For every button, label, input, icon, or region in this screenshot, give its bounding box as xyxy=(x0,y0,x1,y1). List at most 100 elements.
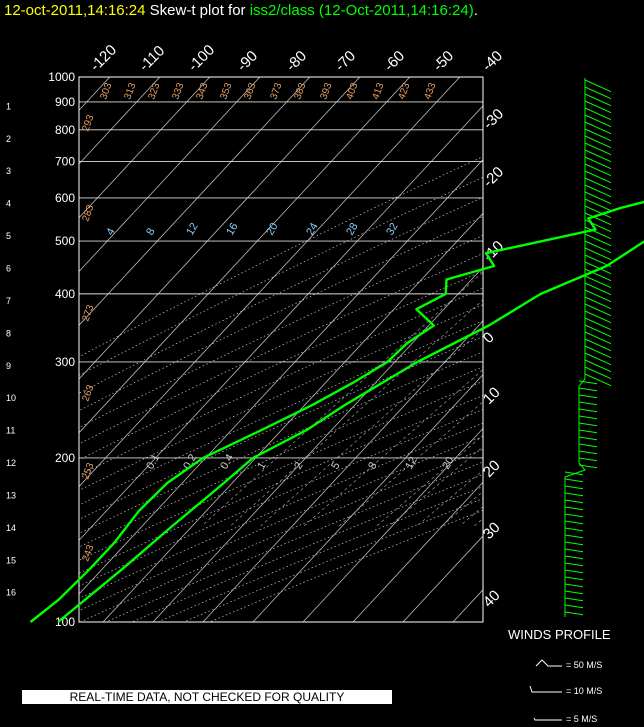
wind-barb xyxy=(584,226,612,240)
wind-barb xyxy=(584,191,612,205)
wind-barb xyxy=(564,478,584,483)
wind-barb xyxy=(584,373,612,387)
height-tick-label: 15 xyxy=(6,555,16,565)
isotherm xyxy=(302,427,483,622)
pressure-tick-label: 900 xyxy=(55,95,75,109)
wind-barb xyxy=(584,345,612,359)
dry-adiabat xyxy=(80,448,483,622)
mixing-ratio-label: 28 xyxy=(344,221,361,238)
dry-adiabat-label: 273 xyxy=(80,303,96,323)
pressure-tick-label: 600 xyxy=(55,191,75,205)
wind-barb xyxy=(564,534,584,539)
isotherm xyxy=(503,77,644,622)
dry-adiabat xyxy=(79,422,483,599)
wind-barb xyxy=(584,93,612,107)
dry-adiabat-label: 303 xyxy=(98,81,114,101)
wind-barb xyxy=(584,177,612,191)
wind-profile-staff xyxy=(564,78,586,617)
height-tick-label: 3 xyxy=(6,166,11,176)
dry-adiabat xyxy=(79,395,483,574)
wind-barb xyxy=(584,324,612,338)
quality-banner: REAL-TIME DATA, NOT CHECKED FOR QUALITY xyxy=(22,690,392,704)
wind-barb xyxy=(584,233,612,247)
height-tick-label: 5 xyxy=(6,231,11,241)
temperature-top-label: -120 xyxy=(87,42,120,75)
wind-barb xyxy=(578,429,598,434)
dry-adiabat-label: 373 xyxy=(268,81,284,101)
wind-barb xyxy=(584,128,612,142)
wind-barb xyxy=(564,506,584,511)
dry-adiabat xyxy=(79,253,483,445)
dry-adiabat-label: 263 xyxy=(80,383,96,403)
isotherm xyxy=(79,77,161,165)
wind-barb xyxy=(578,394,598,399)
dry-adiabat-label: 383 xyxy=(292,81,308,101)
wind-barb xyxy=(584,254,612,268)
wind-barb xyxy=(564,569,584,574)
wind-barb xyxy=(564,513,584,518)
wind-barb xyxy=(584,247,612,261)
isotherm xyxy=(79,77,311,326)
isotherm xyxy=(352,481,483,622)
title-end: . xyxy=(473,2,478,19)
mixing-ratio-label: 12 xyxy=(184,221,201,238)
wind-barb xyxy=(584,317,612,331)
dry-adiabat xyxy=(209,509,483,622)
mixing-ratio-label: 8 xyxy=(144,226,157,237)
wind-barb xyxy=(564,604,584,609)
isotherm xyxy=(79,159,483,595)
dry-adiabat-label: 243 xyxy=(80,543,96,563)
dry-adiabat-label: 433 xyxy=(422,81,438,101)
pressure-tick-label: 100 xyxy=(55,615,75,629)
height-tick-label: 8 xyxy=(6,328,11,338)
wind-barb xyxy=(584,121,612,135)
wind-legend-50-symbol xyxy=(535,659,562,667)
wind-barb xyxy=(584,282,612,296)
mixing-ratio-label: 4 xyxy=(104,226,117,237)
temperature-top-label: -90 xyxy=(234,47,261,74)
dry-adiabat-label: 333 xyxy=(170,81,186,101)
chart-title: 12-oct-2011,14:16:24 Skew-t plot for iss… xyxy=(4,2,478,19)
isotherm xyxy=(79,77,261,273)
temperature-top-label: -70 xyxy=(332,47,359,74)
wind-barb xyxy=(584,331,612,345)
mixing-ratio-line xyxy=(496,77,644,526)
wind-barb xyxy=(578,450,598,455)
wind-barb xyxy=(584,205,612,219)
wind-barb xyxy=(584,163,612,177)
wind-barb xyxy=(578,415,598,420)
height-tick-label: 1 xyxy=(6,101,11,111)
wind-barb xyxy=(584,156,612,170)
dry-adiabat xyxy=(79,351,483,534)
mixing-ratio-label: 0.4 xyxy=(218,452,236,471)
temperature-top-label: -60 xyxy=(381,47,408,74)
mixing-ratio-label: 12 xyxy=(403,455,420,472)
mixing-ratio-line xyxy=(441,491,483,527)
wind-barb xyxy=(584,86,612,100)
height-tick-label: 12 xyxy=(6,458,16,468)
dry-adiabat xyxy=(79,409,483,587)
wind-barb xyxy=(564,590,584,595)
height-tick-label: 10 xyxy=(6,393,16,403)
wind-barb xyxy=(584,268,612,282)
wind-barb xyxy=(584,303,612,317)
title-mid: Skew-t plot for xyxy=(149,2,246,19)
mixing-ratio-line xyxy=(389,446,483,527)
height-tick-label: 2 xyxy=(6,134,11,144)
wind-barb xyxy=(564,611,584,616)
mixing-ratio-line xyxy=(459,506,483,527)
dry-adiabat xyxy=(79,234,483,428)
wind-barb xyxy=(564,520,584,525)
dry-adiabat-label: 403 xyxy=(344,81,360,101)
wind-barb xyxy=(584,135,612,149)
height-tick-label: 11 xyxy=(6,426,15,436)
pressure-tick-label: 1000 xyxy=(48,70,75,84)
mixing-ratio-label: 5 xyxy=(329,460,342,471)
dry-adiabat-label: 363 xyxy=(242,81,258,101)
height-tick-label: 14 xyxy=(6,523,16,533)
dry-adiabat-label: 283 xyxy=(80,203,96,223)
mixing-ratio-label: 20 xyxy=(440,455,457,472)
dry-adiabat-label: 253 xyxy=(80,461,96,481)
temperature-right-label: -20 xyxy=(480,163,507,190)
wind-barb xyxy=(584,219,612,233)
